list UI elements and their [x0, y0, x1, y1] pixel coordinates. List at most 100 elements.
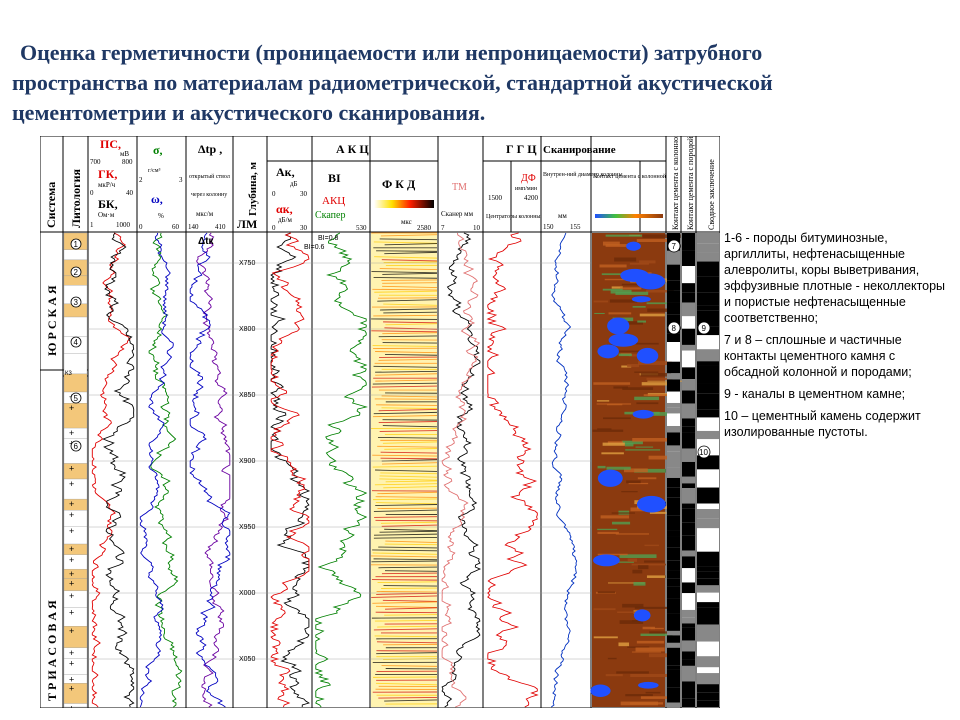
legend-item-2: 7 и 8 – сплошные и частичные контакты це… — [724, 333, 912, 379]
header-ak-unit: дБ — [290, 180, 298, 188]
depth-mark-6: X050 — [239, 656, 255, 663]
header-scan: Сканирование — [543, 144, 616, 156]
header-alpha-min: 0 — [272, 224, 276, 232]
svg-text:9: 9 — [702, 324, 707, 333]
header-alpha: αк, — [276, 202, 293, 216]
title-line-1: Оценка герметичности (проницаемости или … — [20, 40, 763, 65]
system-label-trias: Т Р И А С О В А Я — [45, 600, 59, 701]
header-gk-unit: мкР/ч — [98, 181, 116, 189]
title-line-3: цементометрии и акустического сканирован… — [12, 100, 486, 125]
system-label-ku: К3 — [65, 371, 72, 377]
system-label-jura: Ю Р С К А Я — [45, 285, 59, 356]
dtp-casing-curve — [189, 232, 231, 708]
header-fkd: Ф К Д — [382, 177, 416, 191]
depth-mark-5: X000 — [239, 590, 255, 597]
header-ps-max: 800 — [122, 158, 133, 166]
header-contact-rock: Контакт цемента с породой — [686, 136, 695, 230]
slide-title: Оценка герметичности (проницаемости или … — [12, 38, 942, 130]
svg-text:+: + — [69, 648, 74, 658]
header-omega-unit: % — [158, 212, 164, 220]
header-inner-max: 155 — [570, 223, 581, 231]
header-akc-short: АКЦ — [322, 195, 345, 207]
title-line-2: пространства по материалам радиометричес… — [12, 70, 773, 95]
fkd-waveform — [371, 232, 438, 707]
legend-item-4: 10 – цементный камень содержит изолирова… — [724, 409, 921, 439]
header-dtp: Δtp , — [198, 142, 222, 156]
header-dtp-through: через колонну — [191, 192, 227, 198]
ak-curve — [269, 232, 311, 708]
header-bk: БК, — [98, 197, 118, 211]
sigma-curve — [148, 232, 183, 708]
svg-text:6: 6 — [74, 442, 79, 451]
header-sigma-unit: г/см³ — [148, 168, 161, 174]
header-alpha-max: 30 — [300, 224, 308, 232]
lith-number-3: 3 — [70, 296, 82, 308]
lith-number-1: 1 — [70, 238, 82, 250]
contact-number-7: 7 — [667, 239, 681, 253]
header-dtp-open: открытый ствол — [189, 173, 230, 180]
header-tm: ТМ — [452, 182, 467, 193]
header-sigma-min: 2 — [139, 176, 143, 184]
header-lm: ЛМ — [237, 217, 257, 231]
header-ak-min: 0 — [272, 190, 276, 198]
header-scaner-min: 7 — [441, 224, 445, 232]
svg-text:+: + — [69, 658, 74, 668]
header-gk-min: 0 — [90, 189, 94, 197]
svg-text:+: + — [69, 607, 74, 617]
svg-text:3: 3 — [74, 298, 79, 307]
svg-text:+: + — [69, 683, 74, 693]
svg-text:5: 5 — [74, 394, 79, 403]
header-inner-min: 150 — [543, 223, 554, 231]
header-inner-diam: Внутрен-ний диаметр колонны — [543, 171, 622, 178]
header-df: ДФ — [521, 173, 536, 184]
lith-number-5: 5 — [70, 392, 82, 404]
svg-text:10: 10 — [699, 448, 708, 457]
svg-text:+: + — [69, 499, 74, 509]
header-summary: Сводное заключение — [707, 159, 716, 230]
svg-text:+: + — [69, 510, 74, 520]
header-scaner-max: 10 — [473, 224, 481, 232]
svg-text:+: + — [69, 555, 74, 565]
header-omega-max: 60 — [172, 223, 180, 231]
header-fkd-min: 530 — [356, 224, 367, 232]
header-bi: BI — [328, 171, 341, 185]
header-scaper: Скапер — [315, 210, 345, 221]
header-inner-unit: мм — [558, 212, 567, 220]
annotation-bi-06: BI=0.6 — [304, 244, 325, 251]
annotation-bi-08: BI=0.8 — [318, 235, 339, 242]
header-df-unit: имп/мин — [515, 186, 538, 192]
header-bk-min: 1 — [90, 221, 94, 229]
svg-text:+: + — [69, 463, 74, 473]
header-lithology: Литология — [69, 168, 83, 228]
svg-text:+: + — [69, 704, 74, 708]
omega-curve — [139, 232, 174, 708]
scan-image — [590, 233, 684, 707]
svg-text:+: + — [69, 579, 74, 589]
scanner-curve — [441, 232, 482, 708]
lith-number-6: 6 — [70, 440, 82, 452]
svg-text:+: + — [69, 569, 74, 579]
header-df-min: 1500 — [488, 194, 503, 202]
header-akc: А К Ц — [336, 142, 369, 156]
svg-text:7: 7 — [672, 242, 677, 251]
svg-text:1: 1 — [74, 240, 79, 249]
header-dtp-unit: мкс/м — [196, 210, 214, 218]
legend-item-1: 1-6 - породы битуминозные, аргиллиты, не… — [724, 231, 946, 325]
svg-text:+: + — [69, 403, 74, 413]
scan-color-scale — [595, 214, 663, 218]
svg-text:8: 8 — [672, 324, 677, 333]
depth-mark-2: X850 — [239, 392, 255, 399]
header-ps: ПС, — [100, 137, 121, 151]
well-log-figure: Система Литология ПС, мВ 700 800 ГК, мкР… — [40, 136, 720, 708]
contact-number-8: 8 — [667, 321, 681, 335]
depth-mark-4: X950 — [239, 524, 255, 531]
depth-mark-1: X800 — [239, 326, 255, 333]
alpha-curve — [269, 232, 310, 708]
header-sigma-max: 3 — [179, 176, 183, 184]
header-sigma: σ, — [153, 143, 163, 157]
depth-mark-3: X900 — [239, 458, 255, 465]
header-fkd-unit: мкс — [401, 218, 412, 226]
fkd-color-scale — [374, 200, 434, 208]
header-bk-unit: Ом·м — [98, 211, 115, 219]
svg-text:4: 4 — [74, 338, 79, 347]
